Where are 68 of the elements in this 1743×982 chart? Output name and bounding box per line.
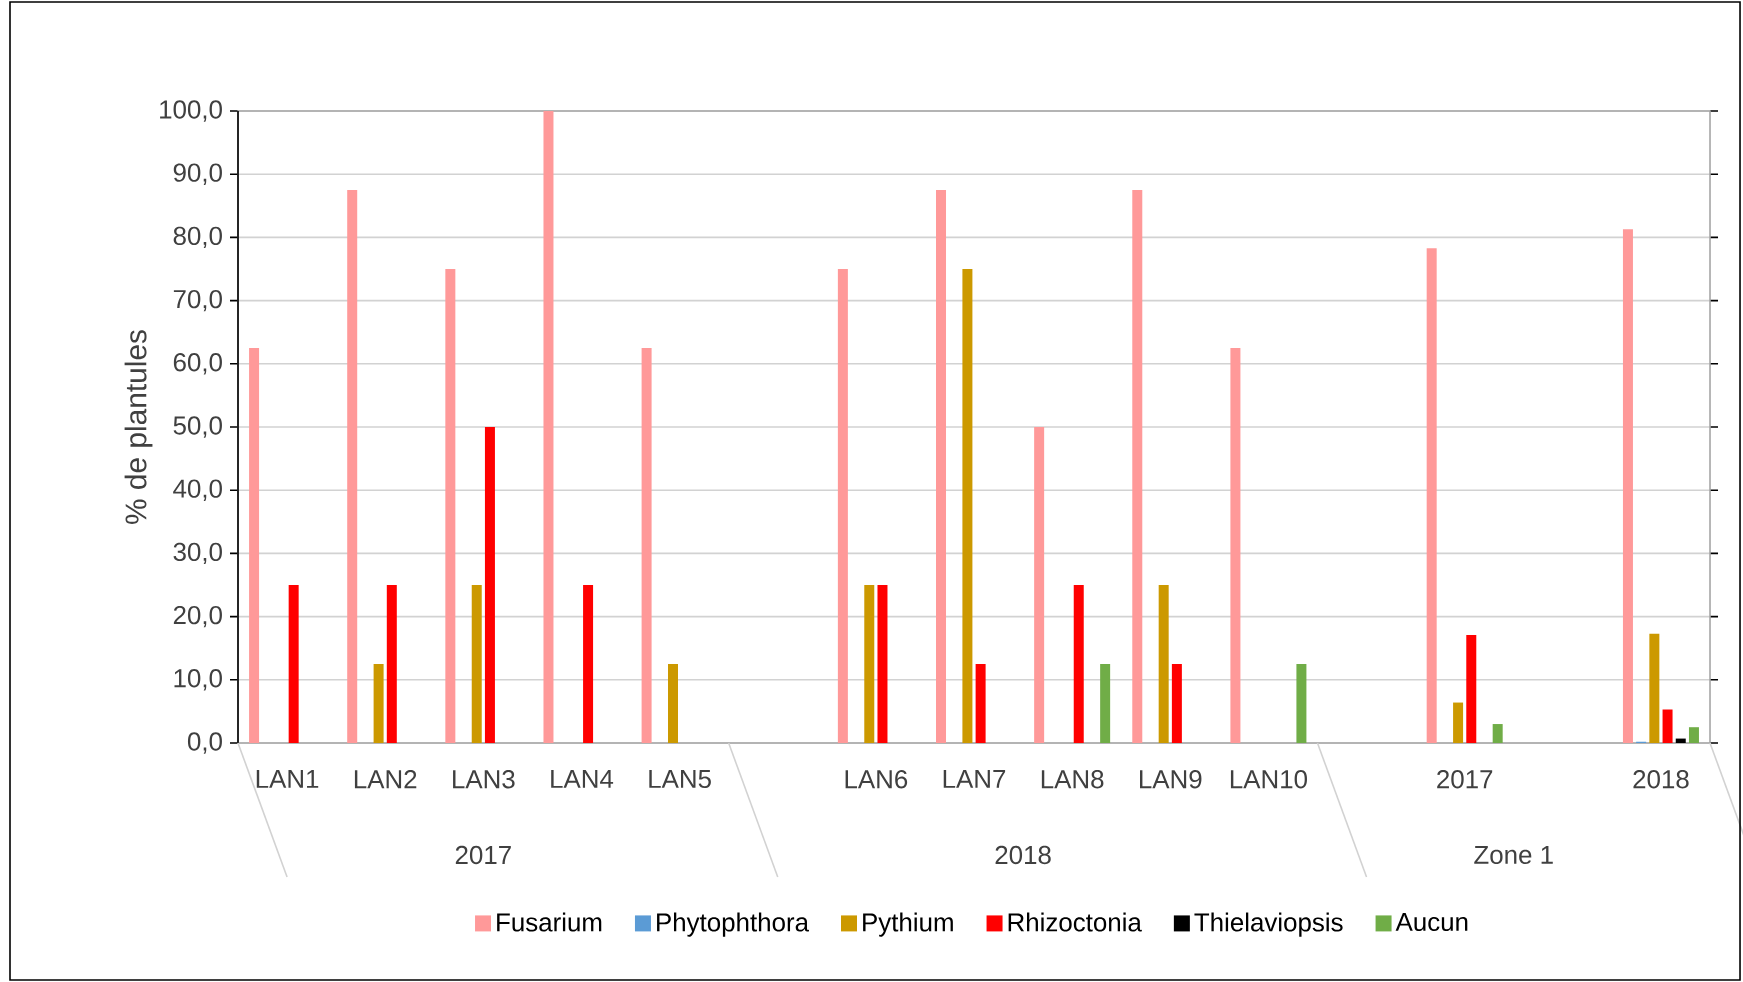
y-tick-label: 50,0 [173,416,222,438]
y-tick-label: 100,0 [160,100,222,122]
y-tick-label: 70,0 [173,289,222,312]
bar [347,189,358,743]
x-tick-label: LAN5 [649,770,711,789]
bar [962,268,973,743]
y-tick-label: 10,0 [174,669,222,691]
y-tick-label: 20,0 [173,605,222,628]
text: 2017 [455,845,511,865]
bar [975,664,986,743]
bar [668,664,679,743]
bar [583,585,594,743]
y-tick-label: 60,0 [173,353,222,375]
bar [1100,664,1111,743]
bar [249,347,260,743]
x-tick-label: LAN4 [551,770,614,788]
bar [1073,585,1084,743]
bar [445,268,456,743]
bar [641,347,652,743]
bar [1492,724,1503,743]
bar [1662,709,1673,743]
x-tick-label: 2018 [1633,770,1689,789]
x-tick-label: 2017 [1437,770,1493,789]
bar [1688,727,1699,743]
bar [1466,634,1477,743]
bar [1426,248,1437,743]
legend-label: Fusarium [497,912,602,932]
bar [1171,664,1182,743]
x-tick-label: LAN10 [1230,770,1307,789]
legend-label: Aucun [1395,913,1468,932]
bar [936,189,947,743]
x-tick-label: LAN6 [845,770,908,789]
bar [864,585,875,743]
bar [386,585,397,743]
y-tick-label: 30,0 [173,542,222,565]
bar [877,585,888,743]
bar [837,268,848,743]
bar [484,427,495,743]
x-tick-label: LAN8 [1041,770,1104,789]
legend-label: Pythium [863,912,953,937]
bar [471,585,482,743]
y-tick-label: 90,0 [173,163,222,185]
text: Zone 1 [1474,845,1553,865]
y-axis-title: % de plantules [124,330,153,524]
x-tick-label: LAN1 [256,770,319,788]
bar [1034,427,1045,743]
x-tick-label: LAN7 [943,770,1006,788]
bar [1158,585,1169,743]
x-tick-label: LAN3 [453,770,515,789]
bar [1649,633,1660,743]
bar [1622,229,1633,743]
bar [288,585,299,743]
y-tick-label: 80,0 [173,226,222,249]
bar [373,664,384,743]
bar [1230,347,1241,743]
legend-label: Thielaviopsis [1194,912,1343,937]
bar [543,110,554,743]
bar [1675,738,1686,743]
bar [1453,702,1464,743]
bar [1296,664,1307,743]
x-tick-label: LAN9 [1140,770,1202,789]
y-tick-label: 0,0 [187,732,222,754]
x-tick-label: LAN2 [354,770,417,789]
legend-label: Rhizoctonia [1008,912,1142,932]
legend-label: Phytophthora [657,912,810,937]
y-tick-label: 40,0 [173,479,222,501]
text: 2018 [995,845,1051,865]
bar [1132,189,1143,743]
